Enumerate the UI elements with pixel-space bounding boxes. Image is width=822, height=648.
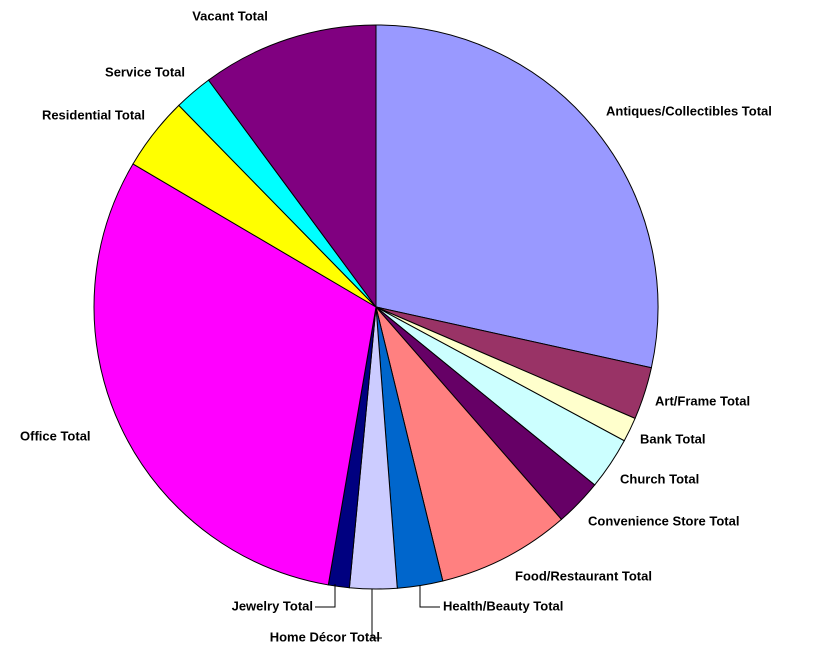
slice-label: Office Total [20,428,91,443]
slice-label: Home Décor Total [270,629,380,644]
slice-label: Bank Total [640,431,706,446]
slice-label: Health/Beauty Total [443,598,563,613]
pie-slice [93,163,377,586]
leader-line [315,584,336,608]
slice-label: Church Total [620,471,699,486]
slice-label: Vacant Total [192,8,268,23]
slice-label: Art/Frame Total [655,393,750,408]
slice-label: Convenience Store Total [588,513,739,528]
pie-slice [207,24,377,309]
pie-slice [375,306,563,582]
slice-label: Antiques/Collectibles Total [606,103,772,118]
leader-line [371,589,382,639]
slice-label: Food/Restaurant Total [515,568,652,583]
slice-label: Jewelry Total [232,598,313,613]
pie-slice [375,24,659,369]
slice-label: Residential Total [42,107,145,122]
leader-line [419,586,440,608]
slice-label: Service Total [105,64,185,79]
